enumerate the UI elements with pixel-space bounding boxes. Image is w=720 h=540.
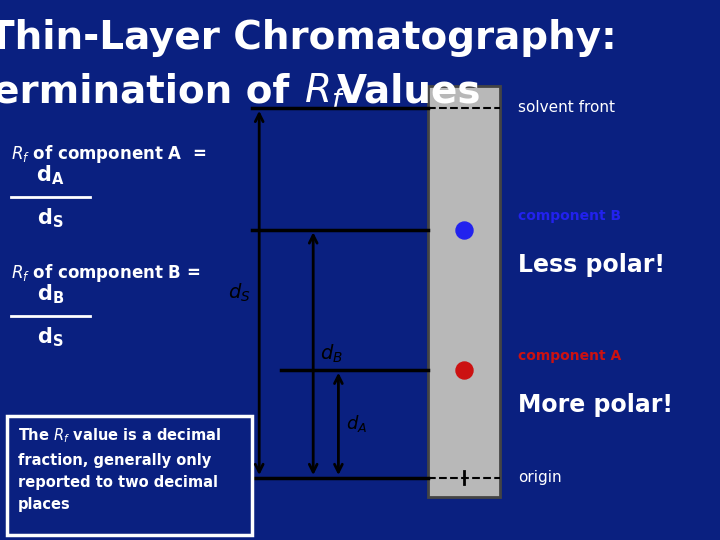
Text: Values: Values xyxy=(337,73,482,111)
Text: $\mathbf{d_A}$: $\mathbf{d_A}$ xyxy=(36,164,65,187)
Text: $\mathit{R_f}$: $\mathit{R_f}$ xyxy=(304,72,346,111)
Point xyxy=(459,366,470,374)
Text: Less polar!: Less polar! xyxy=(518,253,665,276)
Text: $\mathbf{d_S}$: $\mathbf{d_S}$ xyxy=(37,207,63,231)
Text: $d_S$: $d_S$ xyxy=(228,282,251,304)
Text: $\mathbf{d_B}$: $\mathbf{d_B}$ xyxy=(37,282,64,306)
Text: $\mathbf{d_S}$: $\mathbf{d_S}$ xyxy=(37,326,63,349)
Text: component B: component B xyxy=(518,209,621,223)
Text: More polar!: More polar! xyxy=(518,393,673,417)
Text: $d_B$: $d_B$ xyxy=(320,342,343,365)
Point xyxy=(459,225,470,234)
Bar xyxy=(428,86,500,497)
Text: Determination of: Determination of xyxy=(0,73,302,111)
Text: Thin-Layer Chromatography:: Thin-Layer Chromatography: xyxy=(0,19,617,57)
Bar xyxy=(7,416,252,535)
Text: solvent front: solvent front xyxy=(518,100,616,116)
Text: $R_f$ of component A  =: $R_f$ of component A = xyxy=(11,143,207,165)
Text: $d_A$: $d_A$ xyxy=(346,414,367,434)
Text: origin: origin xyxy=(518,470,562,485)
Text: component A: component A xyxy=(518,349,621,363)
Text: $R_f$ of component B =: $R_f$ of component B = xyxy=(11,262,200,284)
Text: The $R_f$ value is a decimal
fraction, generally only
reported to two decimal
pl: The $R_f$ value is a decimal fraction, g… xyxy=(18,427,221,512)
